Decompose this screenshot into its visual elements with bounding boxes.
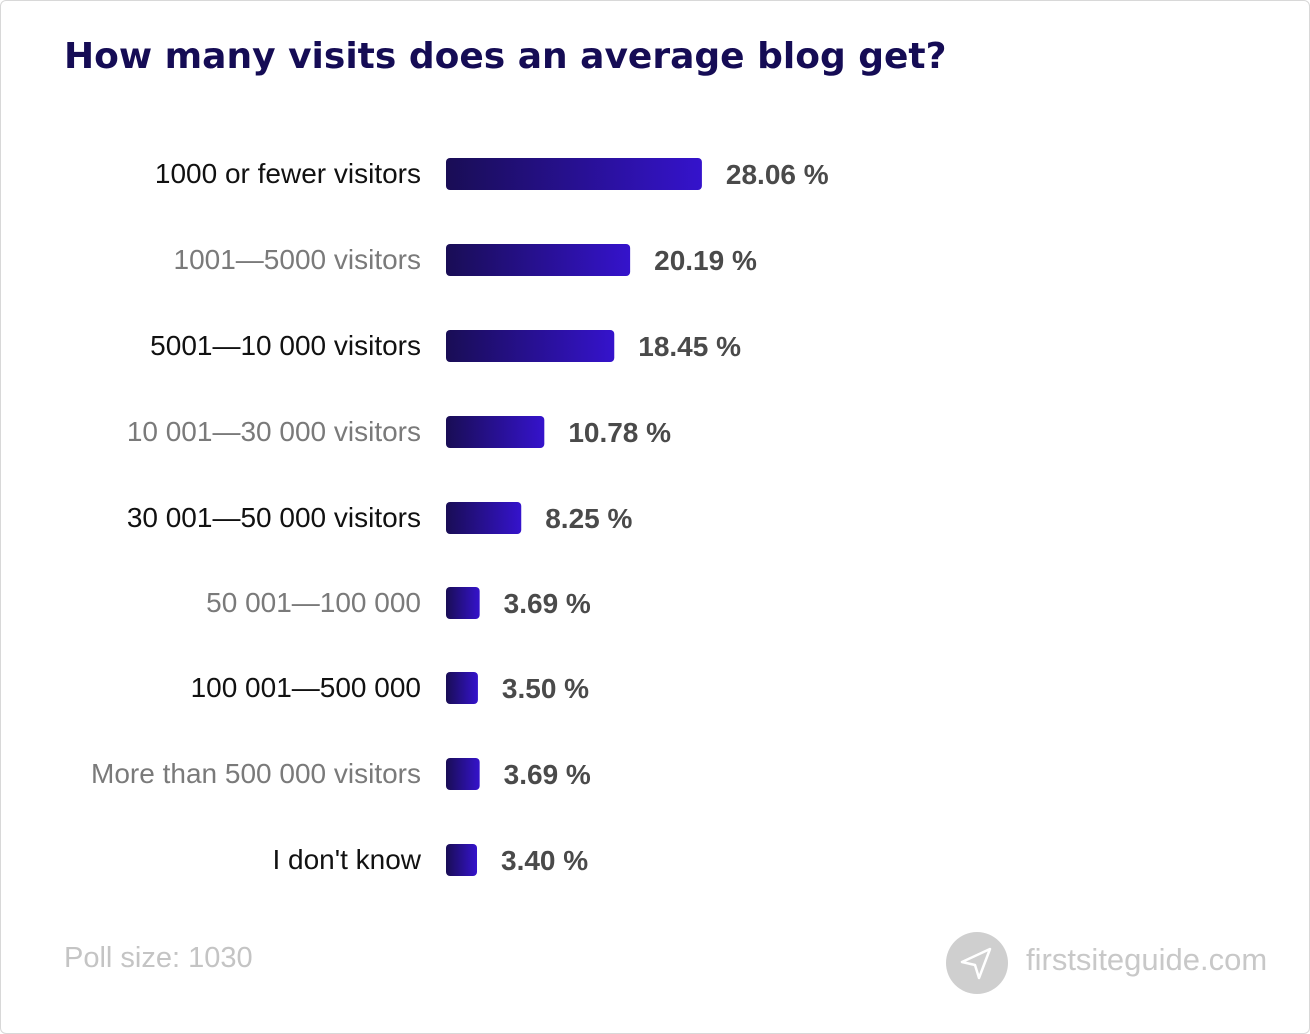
category-label: 50 001—100 000 xyxy=(206,587,421,618)
bar xyxy=(446,502,522,534)
value-label: 18.45 % xyxy=(638,331,741,362)
value-label: 3.50 % xyxy=(502,673,589,704)
category-label: 1001—5000 visitors xyxy=(174,244,421,275)
bar xyxy=(446,672,478,704)
bar xyxy=(446,244,631,276)
category-label: 10 001—30 000 visitors xyxy=(127,416,421,447)
bar xyxy=(446,758,480,790)
value-label: 28.06 % xyxy=(726,159,829,190)
bar xyxy=(446,158,702,190)
category-label: 1000 or fewer visitors xyxy=(155,158,421,189)
paper-plane-icon xyxy=(946,932,1008,994)
category-label: 5001—10 000 visitors xyxy=(150,330,421,361)
bar xyxy=(446,330,615,362)
category-label: More than 500 000 visitors xyxy=(91,758,421,789)
chart-title: How many visits does an average blog get… xyxy=(64,36,947,77)
category-label: 30 001—50 000 visitors xyxy=(127,502,421,533)
poll-size: Poll size: 1030 xyxy=(64,942,253,974)
value-label: 8.25 % xyxy=(545,503,632,534)
category-label: I don't know xyxy=(272,844,421,875)
value-label: 3.69 % xyxy=(504,588,591,619)
bar xyxy=(446,844,478,876)
site-brand: firstsiteguide.com xyxy=(1026,942,1268,977)
bar xyxy=(446,416,545,448)
bar xyxy=(446,587,480,619)
value-label: 3.40 % xyxy=(501,845,588,876)
value-label: 3.69 % xyxy=(504,759,591,790)
value-label: 10.78 % xyxy=(568,417,671,448)
category-label: 100 001—500 000 xyxy=(191,672,421,703)
value-label: 20.19 % xyxy=(654,245,757,276)
